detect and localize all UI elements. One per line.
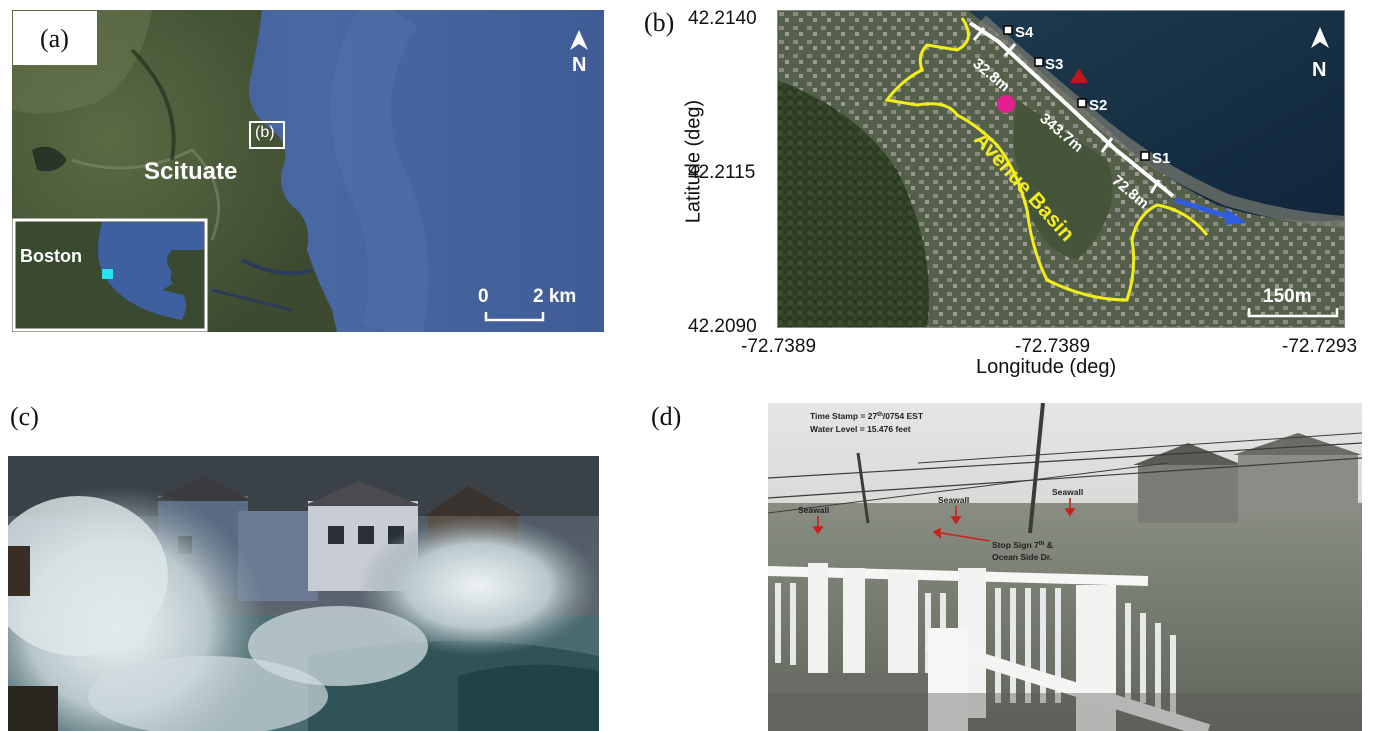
- seawall-label-1: Seawall: [798, 505, 829, 515]
- panel-b-north-arrow-icon: [1311, 27, 1329, 48]
- panel-b-scale-label: 150m: [1263, 286, 1312, 307]
- panel-b-frame: [777, 10, 1345, 328]
- panel-b-x-tick-mid: -72.7389: [1015, 336, 1091, 357]
- panel-a-scale-bar: [484, 312, 545, 322]
- timestamp-label: Time Stamp = 27th/0754 EST: [810, 411, 924, 421]
- panel-a-north-arrow-icon: [570, 30, 588, 50]
- annotation-arrows: [812, 498, 1076, 542]
- station-s4-marker: [1003, 25, 1013, 35]
- panel-b-x-tick-left: -72.7389: [741, 336, 817, 357]
- water-level-label: Water Level = 15.476 feet: [810, 424, 911, 434]
- panel-d-flood-photo: Time Stamp = 27th/0754 EST Water Level =…: [768, 403, 1362, 731]
- station-s2-marker: [1077, 98, 1087, 108]
- panel-b-satellite-map: S4 S3 S2 S1 32.8m 343.7m 72.8m Avenue Ba…: [777, 10, 1345, 328]
- pink-marker: [997, 95, 1015, 113]
- station-s1-marker: [1140, 151, 1150, 161]
- panel-b-y-tick-top: 42.2140: [688, 8, 757, 29]
- panel-b-x-axis-label: Longitude (deg): [976, 356, 1117, 378]
- seawall-label-2: Seawall: [938, 495, 969, 505]
- panel-a-inset-label: Boston: [20, 246, 82, 266]
- panel-b-y-tick-bottom: 42.2090: [688, 316, 757, 337]
- red-triangle-marker: [1070, 68, 1088, 83]
- panel-b-y-tick-mid: 42.2115: [688, 162, 756, 183]
- panel-b-x-tick-right: -72.7293: [1282, 336, 1358, 357]
- station-s3-marker: [1034, 57, 1044, 67]
- station-label-s2: S2: [1089, 97, 1107, 114]
- stop-sign-label-line1: Stop Sign 7th &: [992, 540, 1053, 550]
- seawall-line: [968, 21, 1175, 198]
- panel-a-letter: (a): [40, 24, 69, 53]
- basin-outline: [884, 17, 1209, 302]
- panel-a-satellite-map: Scituate Boston (b) N 0 2 km: [12, 10, 604, 332]
- panel-b-scale-bar: [1247, 308, 1339, 318]
- panel-c-storm-photo: [8, 456, 599, 731]
- panel-a-scale-end: 2 km: [533, 286, 577, 307]
- panel-b-north-label: N: [1312, 59, 1326, 81]
- panel-c-photo-svg: [8, 456, 599, 731]
- panel-a-letter-box: (a): [13, 11, 97, 65]
- stop-sign-label-line2: Ocean Side Dr.: [992, 552, 1052, 562]
- panel-a-north-label: N: [572, 54, 587, 76]
- station-label-s3: S3: [1045, 56, 1063, 73]
- panel-a-extent-label: (b): [255, 124, 275, 141]
- panel-a-place-label: Scituate: [144, 158, 238, 185]
- panel-c-letter: (c): [10, 402, 39, 431]
- panel-d-photo-svg: Time Stamp = 27th/0754 EST Water Level =…: [768, 403, 1362, 731]
- station-label-s4: S4: [1015, 24, 1034, 41]
- flow-arrow: [1174, 197, 1233, 221]
- panel-a-map-svg: [12, 10, 604, 332]
- station-label-s1: S1: [1152, 150, 1170, 167]
- panel-a-scale-start: 0: [478, 286, 489, 307]
- inset-location-marker: [102, 269, 113, 279]
- panel-b-map-svg: S4 S3 S2 S1 32.8m 343.7m 72.8m Avenue Ba…: [777, 10, 1345, 328]
- seawall-label-3: Seawall: [1052, 487, 1083, 497]
- panel-b-letter: (b): [644, 8, 675, 37]
- flow-arrow-head-icon: [1225, 208, 1247, 225]
- panel-d-letter: (d): [651, 402, 682, 431]
